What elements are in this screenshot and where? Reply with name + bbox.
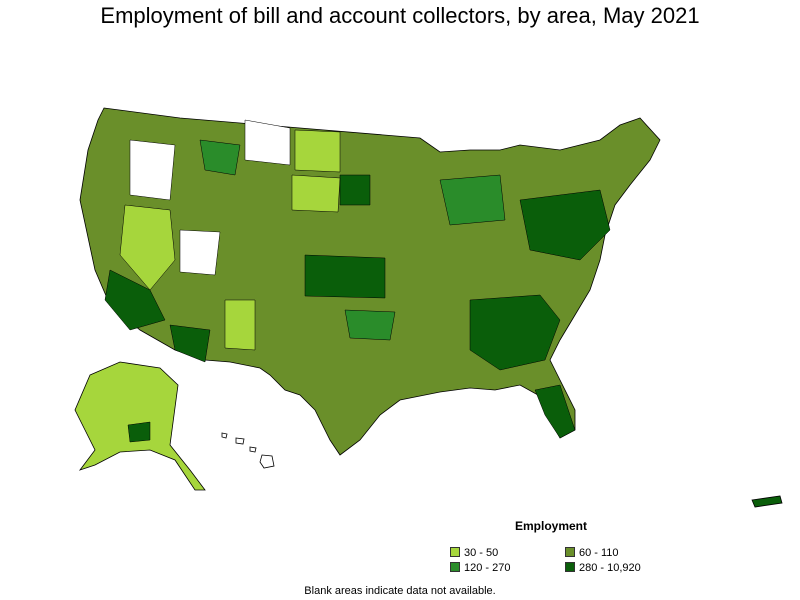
- light-region-nevada: [119, 204, 176, 291]
- legend-label: 280 - 10,920: [579, 562, 641, 574]
- light-region-north-dakota: [294, 129, 341, 173]
- light-region-new-mexico: [224, 299, 256, 351]
- legend-label: 60 - 110: [579, 547, 619, 559]
- legend-item-30-50: 30 - 50: [450, 547, 498, 559]
- hawaii-islands: [221, 432, 275, 469]
- mid-region-montana: [199, 139, 241, 176]
- legend-item-60-110: 60 - 110: [565, 547, 619, 559]
- dark-region-northeast: [519, 189, 611, 261]
- dark-region-arizona: [169, 324, 211, 363]
- legend-swatch-light-green: [450, 547, 460, 557]
- dark-region-kansas: [304, 254, 386, 299]
- blank-region-idaho: [129, 139, 176, 201]
- dark-region-minnesota: [339, 174, 371, 206]
- puerto-rico-shape: [751, 495, 783, 508]
- legend-swatch-dark-green: [565, 562, 575, 572]
- legend-item-280-10920: 280 - 10,920: [565, 562, 641, 574]
- map-title: Employment of bill and account collector…: [100, 3, 700, 28]
- legend-label: 120 - 270: [464, 562, 511, 574]
- dark-region-florida: [534, 384, 576, 439]
- dark-region-california: [104, 269, 166, 331]
- legend-label: 30 - 50: [464, 547, 499, 559]
- mid-region-oklahoma: [344, 309, 396, 341]
- legend-swatch-olive-green: [565, 547, 575, 557]
- legend-item-120-270: 120 - 270: [450, 562, 510, 574]
- legend-swatch-medium-green: [450, 562, 460, 572]
- footnote: Blank areas indicate data not available.: [304, 585, 496, 597]
- mid-region-great-lakes: [439, 174, 506, 226]
- legend-title: Employment: [515, 519, 588, 533]
- alaska-dark-area: [127, 421, 151, 443]
- blank-region-montana-east: [244, 119, 291, 166]
- dark-region-southeast: [469, 294, 561, 371]
- light-region-south-dakota: [291, 174, 341, 213]
- blank-region-utah: [179, 229, 221, 276]
